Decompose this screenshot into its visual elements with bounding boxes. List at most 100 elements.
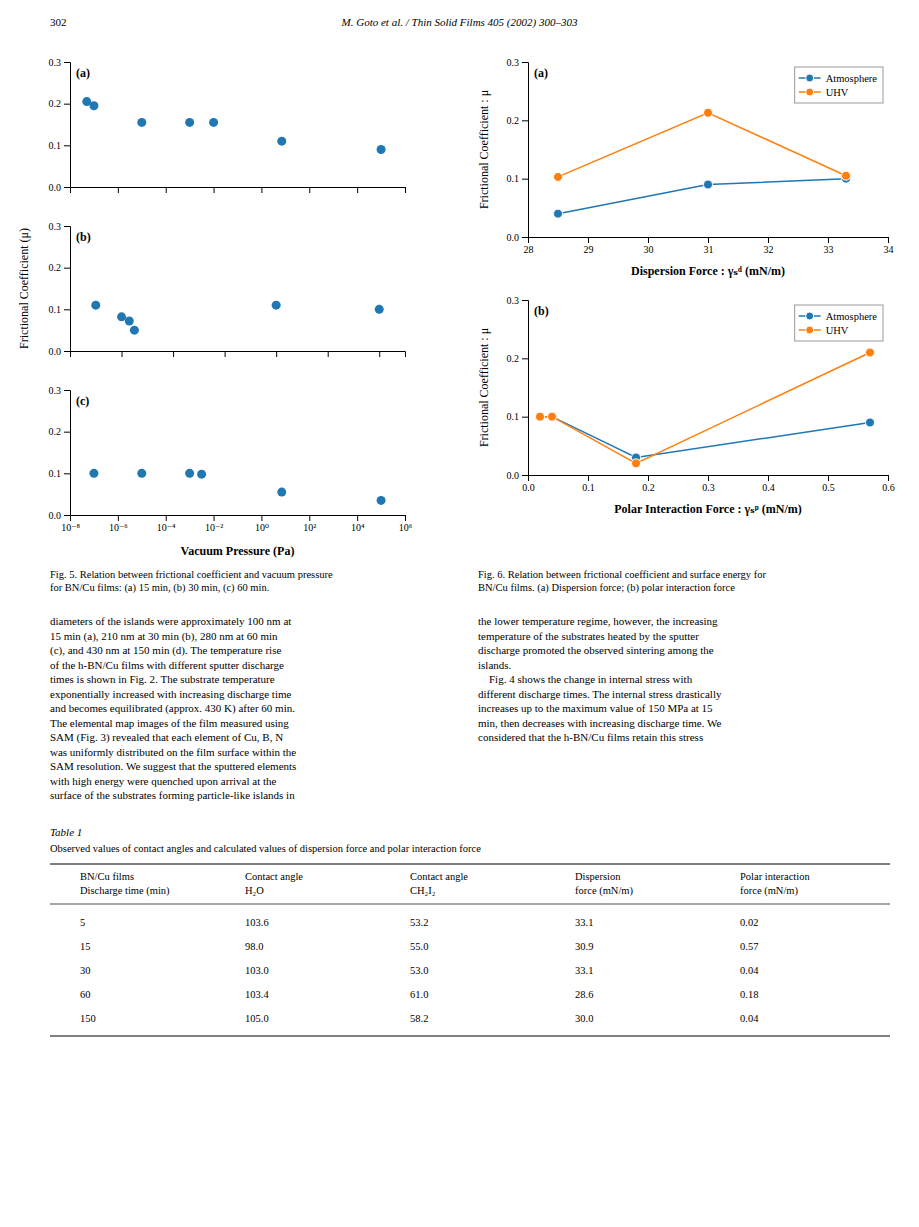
body-text-line: the lower temperature regime, however, t… [478,615,718,627]
legend-entry: Atmosphere [826,73,878,84]
y-tick: 0.0 [49,182,71,193]
point [632,459,641,468]
body-text-line: diameters of the islands were approximat… [50,615,291,627]
table-cell: 30 [80,965,91,976]
x-tick-mark [261,515,262,521]
body-text-line: different discharge times. The internal … [478,688,722,700]
body-text-line: times is shown in Fig. 2. The substrate … [50,673,275,685]
legend-entry: UHV [826,325,849,336]
body-text-line: considered that the h-BN/Cu films retain… [478,731,703,743]
x-tick-mark [118,515,119,521]
y-tick: 0.3 [507,295,529,306]
x-axis-line [71,188,406,194]
point [377,496,386,505]
point [209,118,218,127]
page-header: 302 [50,16,67,28]
x-tick: 29 [584,237,594,255]
y-tick-label: 0.0 [49,346,62,357]
x-tick-label: 0.1 [582,482,595,493]
y-tick-label: 0.2 [49,262,62,273]
x-axis-title: Dispersion Force : γₛᵈ (mN/m) [631,264,785,278]
caption-line: for BN/Cu films: (a) 15 min, (b) 30 min,… [50,582,269,594]
table-cell: 58.2 [410,1013,428,1024]
x-tick-mark [309,515,310,521]
x-tick-mark [828,475,829,481]
body-text-line: (c), and 430 nm at 150 min (d). The temp… [50,644,281,657]
point [536,412,545,421]
y-tick-mark [64,104,70,105]
y-tick: 0.3 [49,221,71,232]
caption-line: Fig. 6. Relation between frictional coef… [478,569,766,580]
y-axis: 0.0 0.1 0.2 0.3 [507,295,529,481]
y-tick: 0.1 [49,468,71,479]
marks [554,108,851,218]
x-tick-mark [588,237,589,243]
y-tick-mark [522,237,528,238]
x-tick-label: 10⁴ [351,522,365,533]
x-tick-mark [118,187,119,193]
panel-label: (b) [76,230,91,244]
point [197,470,206,479]
table-header: Contact angle [245,871,303,882]
table-rule [50,864,890,865]
x-axis-title: Vacuum Pressure (Pa) [181,544,295,558]
y-tick-mark [64,432,70,433]
y-tick-label: 0.0 [49,182,62,193]
caption-line: Fig. 5. Relation between frictional coef… [50,569,333,580]
y-tick-label: 0.1 [49,468,62,479]
y-tick: 0.1 [507,411,529,422]
y-tick-mark [64,351,70,352]
x-axis [71,351,406,357]
x-tick-label: 10² [303,522,316,533]
x-tick: 31 [704,237,714,255]
y-tick-label: 0.3 [49,57,62,68]
y-tick-label: 0.2 [507,353,520,364]
x-tick-mark [173,351,174,357]
x-tick: 28 [524,237,534,255]
point [272,301,281,310]
x-tick-label: 10⁻⁸ [61,522,80,533]
x-axis-title: Polar Interaction Force : γₛᵖ (mN/m) [614,502,801,516]
x-tick: 10⁻⁶ [109,515,128,533]
body-text-line: surface of the substrates forming partic… [50,789,295,801]
table-cell: 0.04 [740,965,759,976]
y-tick-mark [64,515,70,516]
y-tick-mark [64,187,70,188]
legend-box [795,305,883,341]
y-tick-mark [64,309,70,310]
y-tick-label: 0.3 [507,295,520,306]
table-header: CH₂I₂ [410,885,436,896]
y-tick: 0.2 [49,262,71,273]
y-tick-label: 0.1 [507,173,520,184]
x-tick [276,351,277,357]
x-tick: 0.5 [822,475,835,493]
y-tick: 0.0 [49,510,71,521]
body-text-line: temperature of the substrates heated by … [478,630,699,642]
y-tick: 0.3 [49,385,71,396]
y-tick-label: 0.1 [49,304,62,315]
table-cell: 103.4 [245,989,269,1000]
x-tick-mark [768,237,769,243]
x-tick: 10⁻⁴ [157,515,176,533]
legend-box [795,67,883,103]
body-text-line: discharge promoted the observed sinterin… [478,644,714,656]
x-tick-mark [888,475,889,481]
x-tick [328,351,329,357]
x-tick-mark [708,237,709,243]
x-tick-label: 0.0 [522,482,535,493]
x-tick-mark [405,187,406,193]
y-axis-title: Frictional Coefficient : μ [477,90,491,209]
x-tick [122,351,123,357]
x-tick-mark [357,515,358,521]
table-header: H₂O [245,885,264,896]
y-tick-label: 0.3 [49,385,62,396]
body-text-line: and becomes equilibrated (approx. 430 K)… [50,702,295,715]
x-axis-line [529,476,889,482]
x-tick [225,351,226,357]
y-tick-label: 0.3 [49,221,62,232]
y-tick-mark [64,268,70,269]
point [91,301,100,310]
point [137,118,146,127]
marks [536,348,875,468]
y-tick-label: 0.0 [507,470,520,481]
